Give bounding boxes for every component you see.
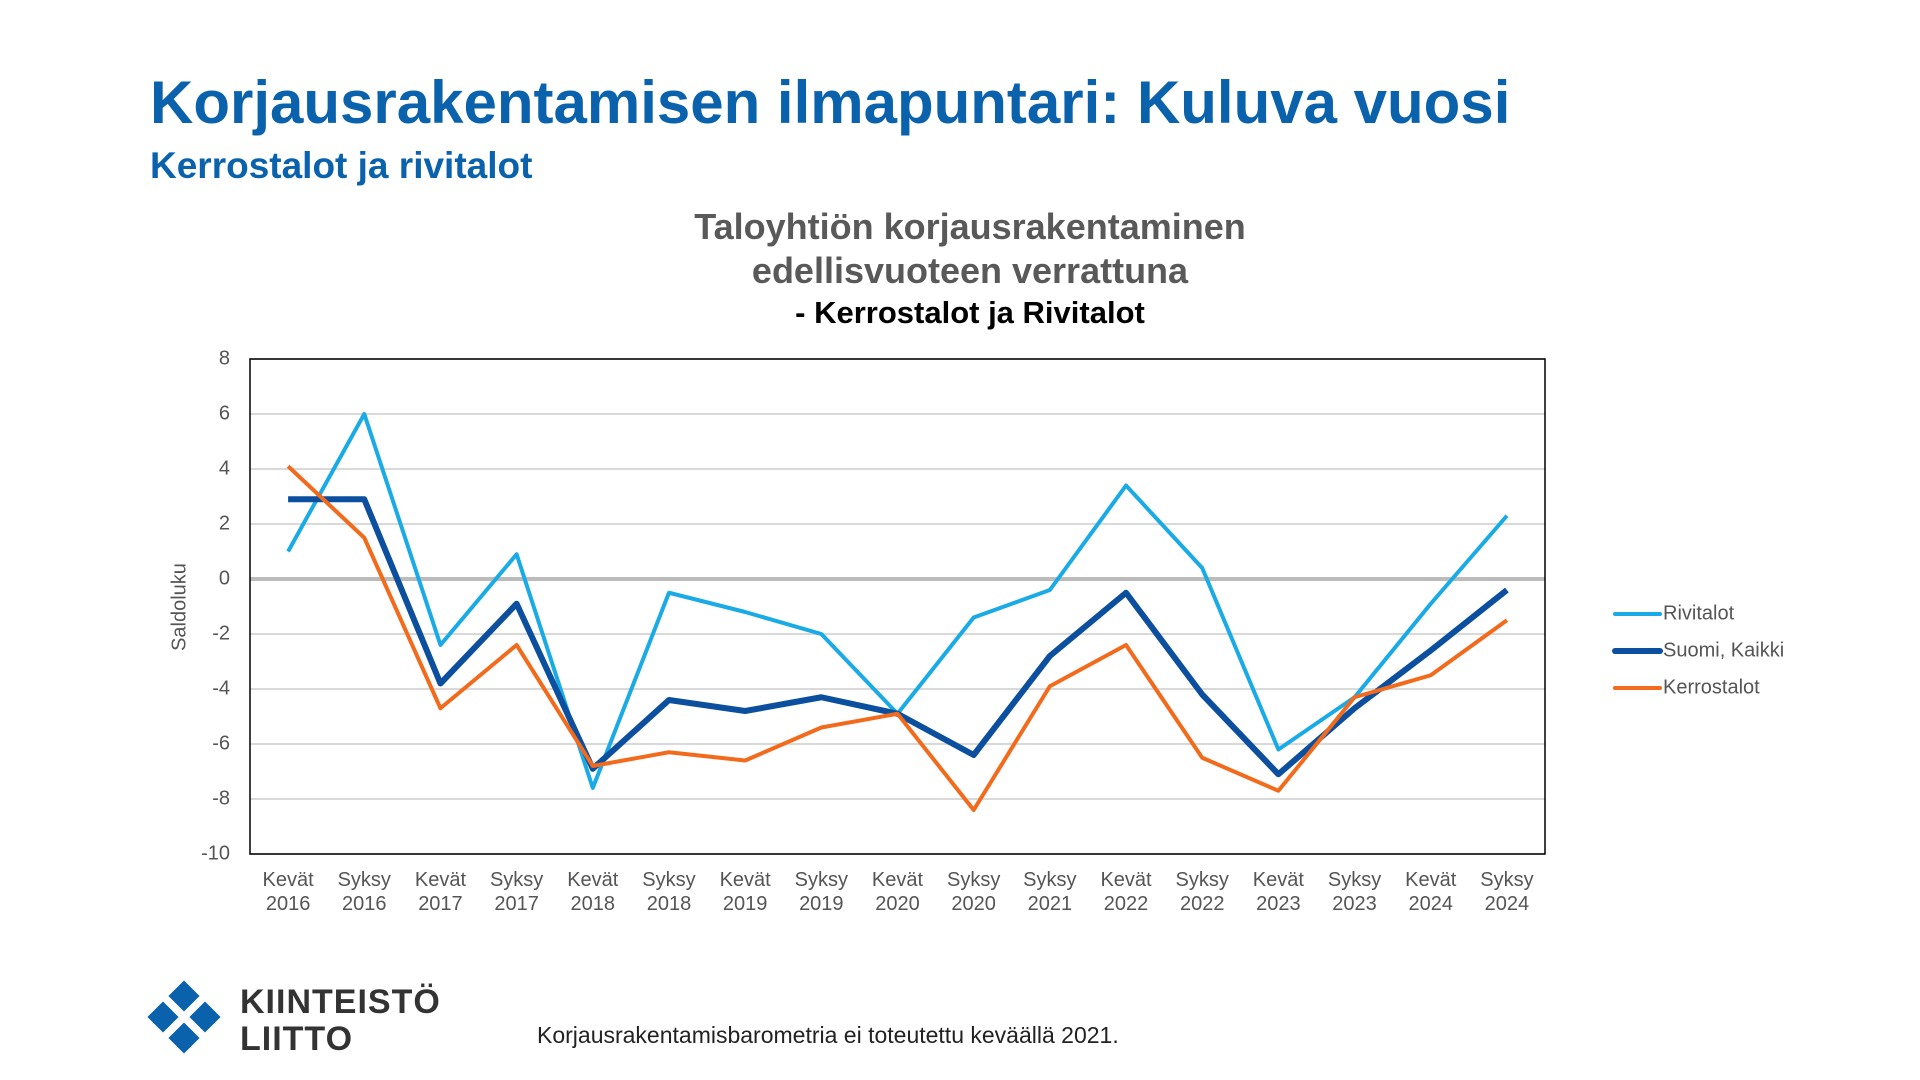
y-tick-label: 8 [219, 347, 230, 369]
y-tick-label: -6 [212, 732, 230, 754]
x-tick-label: Syksy 2018 [642, 869, 695, 915]
series-line [286, 464, 1509, 812]
x-tick-label: Kevät 2018 [567, 869, 619, 915]
x-tick-label: Syksy 2024 [1480, 869, 1533, 915]
x-tick-label: Kevät 2023 [1253, 869, 1305, 915]
y-tick-label: 4 [219, 457, 230, 479]
chart-subtitle: - Kerrostalot ja Rivitalot [795, 295, 1145, 330]
x-tick-label: Syksy 2016 [338, 869, 391, 915]
chart-title: Taloyhtiön korjausrakentaminen edellisvu… [694, 206, 1246, 291]
x-tick-label: Kevät 2017 [415, 869, 467, 915]
x-tick-label: Syksy 2022 [1176, 869, 1229, 915]
legend-label: Rivitalot [1663, 602, 1735, 624]
x-tick-label: Kevät 2022 [1100, 869, 1152, 915]
plot-border [249, 358, 1546, 855]
x-tick-label: Kevät 2020 [872, 869, 924, 915]
x-tick-label: Syksy 2020 [947, 869, 1000, 915]
legend-label: Kerrostalot [1663, 676, 1760, 698]
slide-subtitle: Kerrostalot ja rivitalot [150, 145, 533, 186]
legend-label: Suomi, Kaikki [1663, 639, 1784, 661]
y-axis-label: Saldoluku [168, 563, 190, 651]
slide-title: Korjausrakentamisen ilmapuntari: Kuluva … [150, 69, 1511, 136]
x-tick-label: Kevät 2019 [720, 869, 772, 915]
logo-mark [147, 980, 221, 1054]
x-tick-label: Syksy 2017 [490, 869, 543, 915]
footnote: Korjausrakentamisbarometria ei toteutett… [537, 1022, 1119, 1048]
logo-text: KIINTEISTÖ [240, 983, 441, 1021]
y-tick-label: -2 [212, 622, 230, 644]
x-tick-label: Syksy 2021 [1023, 869, 1076, 915]
x-tick-label: Kevät 2024 [1405, 869, 1457, 915]
logo-text: LIITTO [240, 1020, 354, 1058]
x-tick-label: Kevät 2016 [263, 869, 315, 915]
y-tick-label: -8 [212, 787, 230, 809]
y-tick-label: -10 [201, 842, 230, 864]
y-tick-label: 2 [219, 512, 230, 534]
x-tick-label: Syksy 2019 [795, 869, 848, 915]
y-tick-label: 0 [219, 567, 230, 589]
y-tick-label: 6 [219, 402, 230, 424]
x-tick-label: Syksy 2023 [1328, 869, 1381, 915]
y-tick-label: -4 [212, 677, 230, 699]
